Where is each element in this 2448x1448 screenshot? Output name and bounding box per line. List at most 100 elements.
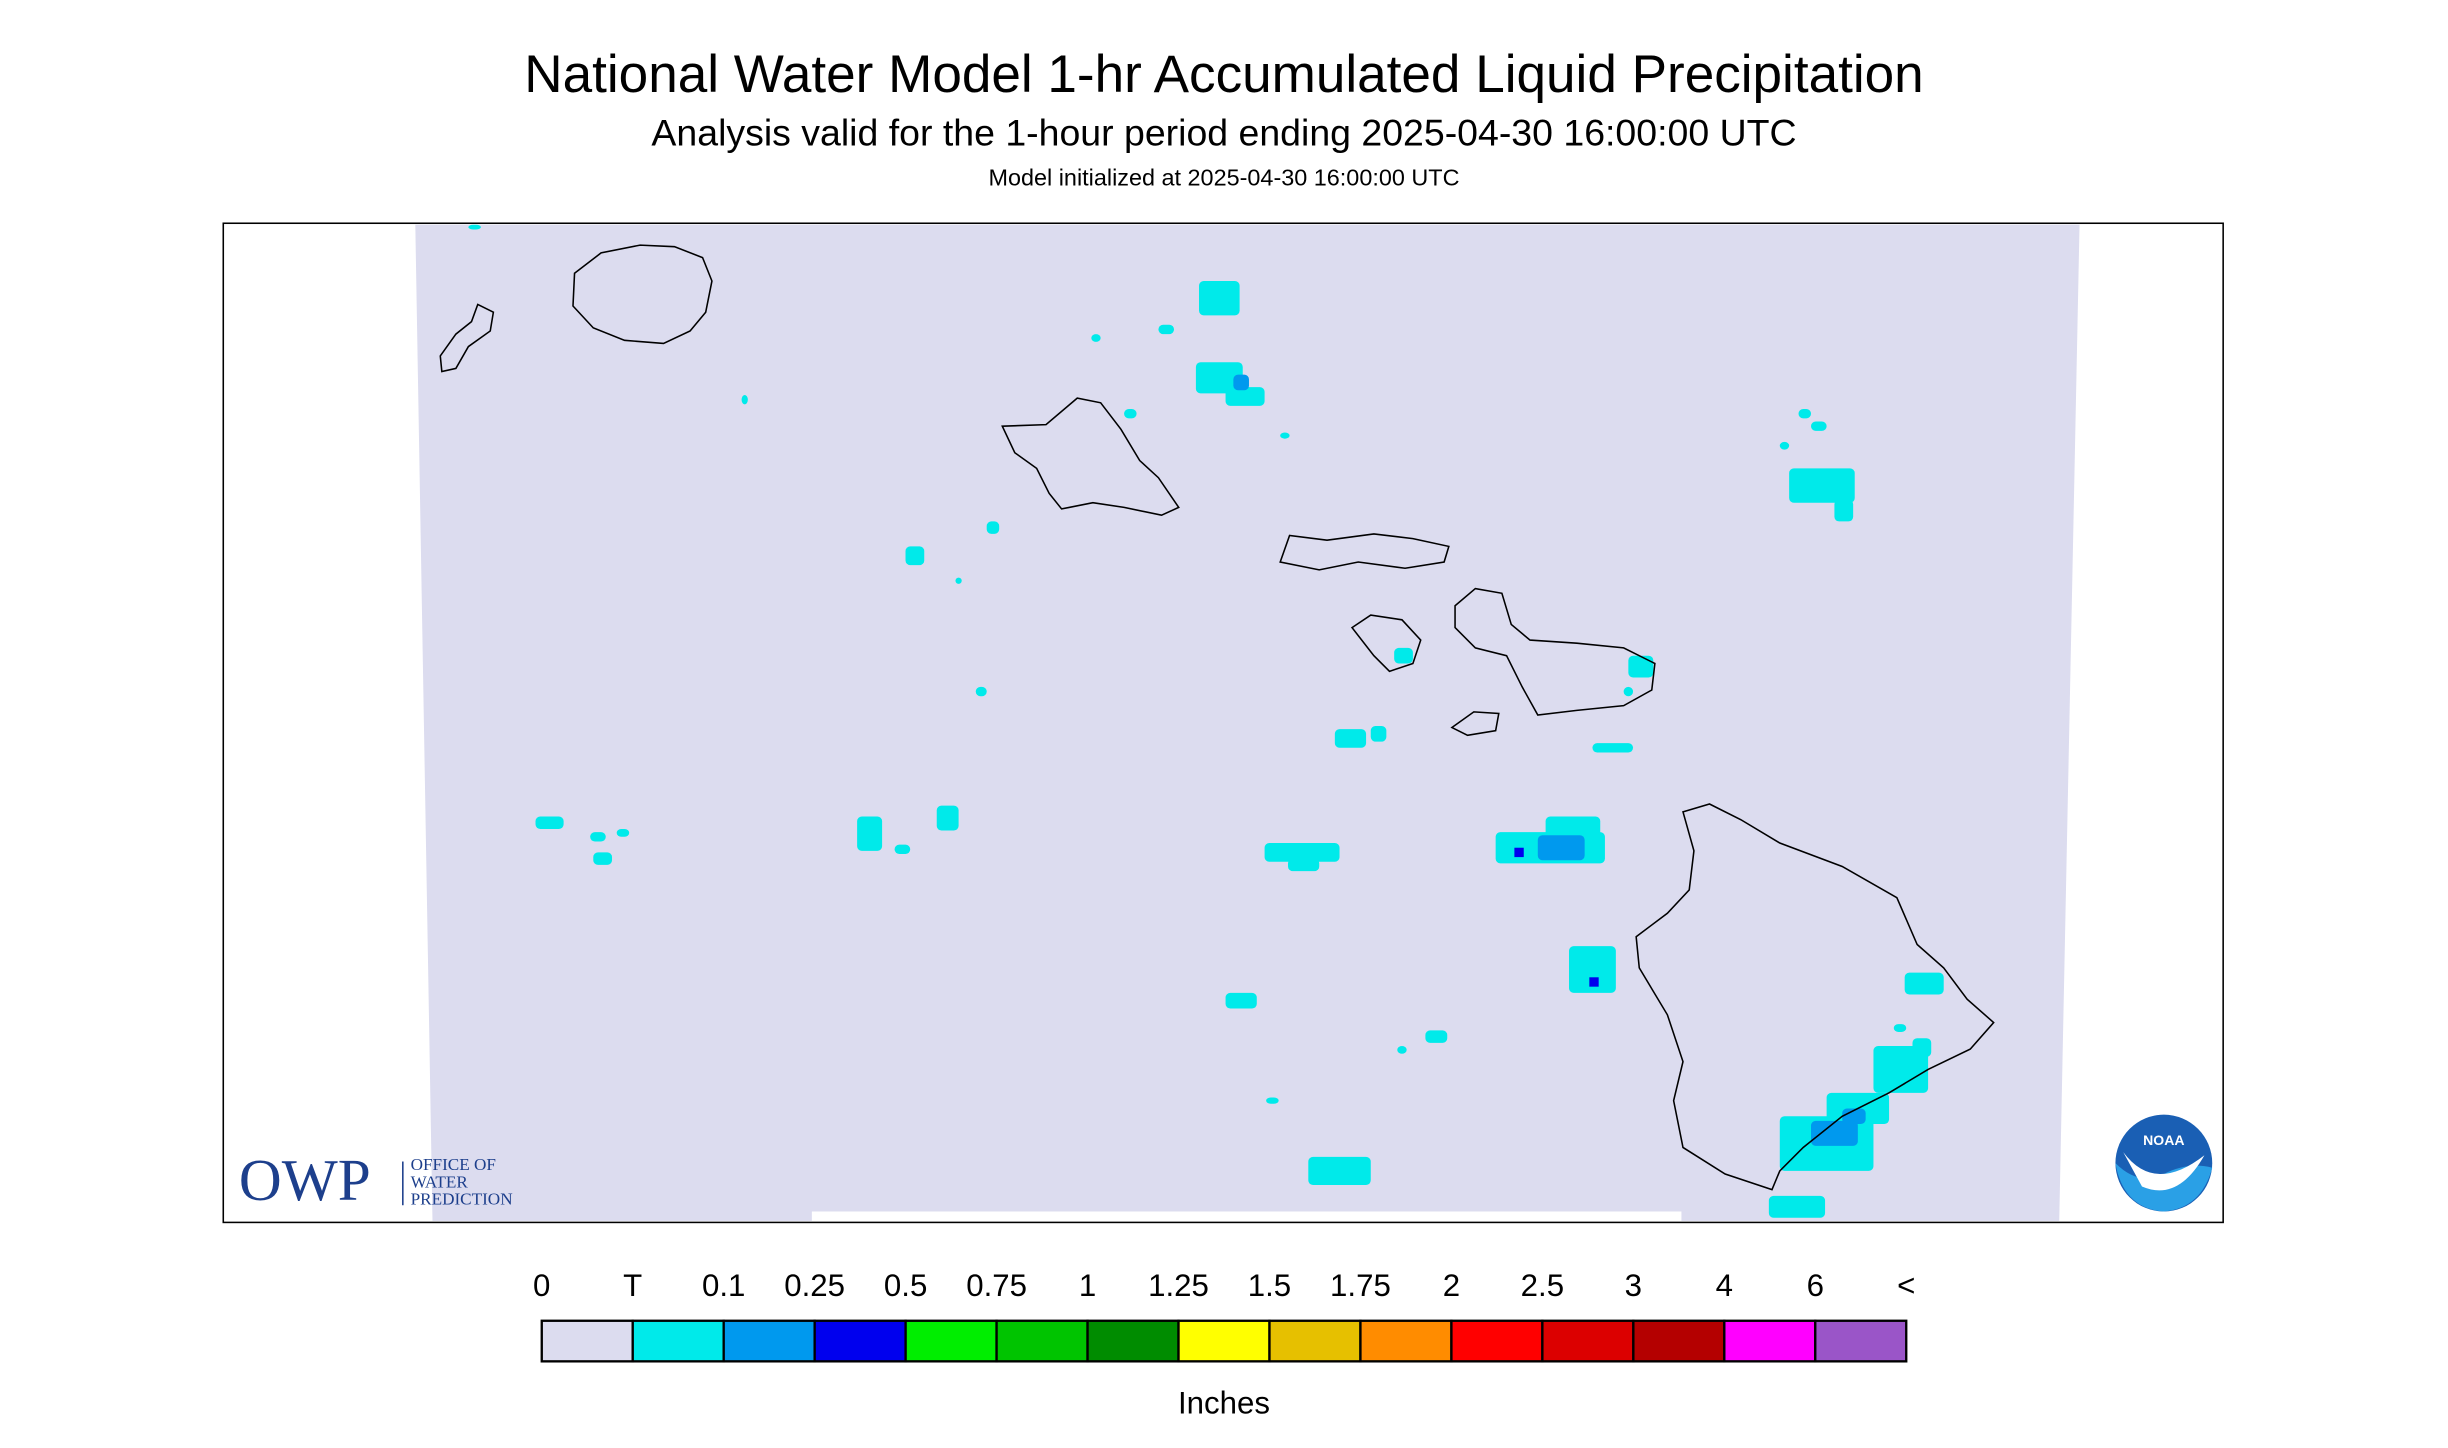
owp-mark: OWP (239, 1147, 371, 1213)
precip-trace (1592, 743, 1634, 753)
precip-trace (1264, 843, 1340, 862)
precip-light (1842, 1108, 1866, 1125)
precip-moderate (1589, 977, 1599, 987)
noaa-text: NOAA (2143, 1132, 2184, 1148)
legend-swatch (1268, 1319, 1362, 1363)
noaa-logo: NOAA (2115, 1114, 2213, 1212)
legend-label: T (623, 1268, 642, 1303)
precip-trace (1623, 686, 1634, 697)
legend-swatch (1359, 1319, 1453, 1363)
legend-label: 2 (1443, 1268, 1460, 1303)
legend-label: 0.1 (702, 1268, 745, 1303)
legend-label: 1.5 (1248, 1268, 1291, 1303)
owp-text: WATER (411, 1172, 469, 1191)
precip-trace (741, 394, 748, 405)
precip-trace (1225, 387, 1265, 406)
precip-trace (894, 844, 911, 854)
owp-text: OFFICE OF (411, 1155, 496, 1174)
island-molokai (1279, 533, 1450, 571)
subtitle: Analysis valid for the 1-hour period end… (651, 112, 1796, 154)
precip-trace (975, 686, 987, 697)
precip-light (1811, 1120, 1858, 1146)
legend-swatch (631, 1319, 725, 1363)
precip-trace (905, 546, 925, 566)
legend-label: 0 (533, 1268, 550, 1303)
legend-swatch (1723, 1319, 1817, 1363)
noaa-bird (2123, 1152, 2205, 1191)
precip-trace (936, 805, 959, 831)
precip-trace (468, 224, 481, 230)
legend-swatch (1632, 1319, 1726, 1363)
legend-label: 6 (1807, 1268, 1824, 1303)
precip-trace (590, 832, 606, 842)
precip-trace (535, 816, 564, 829)
precip-trace (593, 852, 613, 865)
legend-label: 1.75 (1330, 1268, 1391, 1303)
precip-trace (857, 816, 883, 851)
island-kauai (572, 244, 713, 345)
legend-swatch (813, 1319, 907, 1363)
precip-trace (955, 577, 962, 584)
precip-trace (1280, 432, 1290, 439)
legend-label: 0.25 (784, 1268, 845, 1303)
island-oahu (1001, 397, 1180, 517)
precip-trace (1334, 729, 1367, 748)
legend-unit: Inches (1178, 1385, 1270, 1420)
owp-logo: OWP OFFICE OF WATER PREDICTION (239, 1147, 513, 1213)
precip-trace (1768, 1195, 1826, 1218)
precip-trace (1779, 441, 1790, 450)
precip-light (1537, 835, 1585, 861)
legend-swatch (1814, 1319, 1908, 1363)
precip-trace (1394, 647, 1413, 664)
model-note: Model initialized at 2025-04-30 16:00:00… (988, 165, 1459, 191)
precip-trace (1158, 324, 1175, 335)
legend-label: 3 (1625, 1268, 1642, 1303)
precip-light (1233, 374, 1249, 391)
legend-label: 1 (1079, 1268, 1096, 1303)
island-niihau (439, 303, 495, 373)
legend-label: 2.5 (1521, 1268, 1564, 1303)
precip-trace (1288, 858, 1320, 872)
legend-swatch (722, 1319, 816, 1363)
precip-trace (1425, 1030, 1448, 1043)
precip-trace (1091, 334, 1101, 342)
precip-trace (1834, 499, 1854, 522)
title: National Water Model 1-hr Accumulated Li… (524, 45, 1923, 104)
precip-trace (1370, 725, 1387, 742)
precip-moderate (1514, 847, 1524, 858)
precip-trace (1628, 655, 1654, 678)
legend-swatch (1086, 1319, 1180, 1363)
precip-trace (1266, 1097, 1279, 1104)
island-kahoolawe (1450, 711, 1500, 737)
precip-trace (1811, 421, 1827, 431)
precip-trace (1893, 1024, 1907, 1032)
legend-swatch (1541, 1319, 1635, 1363)
precip-trace (1199, 281, 1240, 316)
precip-trace (1873, 1045, 1929, 1093)
legend-swatch (904, 1319, 998, 1363)
island-hawaii (1635, 803, 1995, 1191)
precip-trace (1195, 362, 1243, 394)
precip-trace (1798, 409, 1812, 419)
precip-trace (986, 521, 1000, 534)
legend-label: 0.75 (966, 1268, 1027, 1303)
legend: 0 T 0.1 0.25 0.5 0.75 1 1.25 1.5 1.75 2 2.5 3 4 6 < (533, 1268, 1915, 1363)
legend-label: 0.5 (884, 1268, 927, 1303)
island-maui (1454, 587, 1656, 716)
owp-text: PREDICTION (411, 1189, 513, 1208)
precip-trace (616, 828, 630, 837)
precip-trace (1912, 1038, 1932, 1057)
precip-trace (1308, 1156, 1371, 1185)
precip-trace (1545, 816, 1601, 840)
legend-label: 4 (1716, 1268, 1733, 1303)
legend-swatch (540, 1319, 634, 1363)
island-lanai (1350, 614, 1422, 673)
precip-trace (1569, 946, 1616, 993)
domain-area (415, 224, 2080, 1221)
precip-trace (1124, 409, 1137, 419)
legend-swatch (1450, 1319, 1544, 1363)
legend-label: 1.25 (1148, 1268, 1209, 1303)
precip-trace (1789, 468, 1855, 503)
legend-label: < (1897, 1268, 1915, 1303)
